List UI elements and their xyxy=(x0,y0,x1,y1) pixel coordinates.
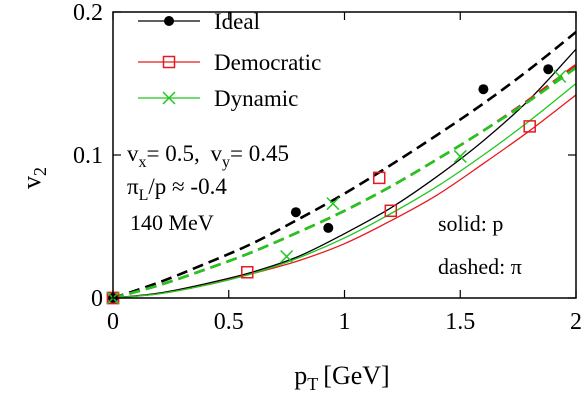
legend-label-dynamic: Dynamic xyxy=(214,86,298,111)
legend: Ideal Democratic Dynamic xyxy=(138,9,321,111)
x-axis-title: pT [GeV] xyxy=(294,361,389,394)
plot-frame xyxy=(112,11,577,299)
series-1-point-3 xyxy=(523,120,536,133)
legend-marker-0 xyxy=(164,16,174,26)
y-tick-label-1: 0.1 xyxy=(73,143,103,169)
y-axis-title-sub: 2 xyxy=(30,167,50,176)
annotation-pi-main: π xyxy=(127,174,139,199)
annotation-pressure-ratio: πL/p ≈ -0.4 xyxy=(127,174,227,204)
series-5-point-1 xyxy=(326,197,340,211)
series-2-point-1 xyxy=(280,249,294,264)
series-2-point-2-b xyxy=(453,149,467,163)
legend-marker-1 xyxy=(162,55,176,69)
annotation-vx-main: v xyxy=(127,141,139,166)
legend-marker-2-b xyxy=(162,91,176,105)
series-4-point-1 xyxy=(372,171,386,185)
series-2-point-2 xyxy=(453,149,467,163)
annotation-vx-sub: x xyxy=(139,154,147,171)
annotation-dashed-key: dashed: π xyxy=(438,254,522,279)
y-axis-title-main: v xyxy=(17,176,46,189)
annotation-vy-main: v xyxy=(210,141,222,166)
annotation-vy-rest: = 0.45 xyxy=(230,141,289,166)
legend-label-ideal: Ideal xyxy=(214,9,260,34)
y-axis-title: v2 xyxy=(17,167,50,189)
x-tick-label-1: 0.5 xyxy=(214,309,244,335)
legend-keys xyxy=(138,16,200,105)
series-5-point-2 xyxy=(553,69,567,83)
series-0-point-3 xyxy=(543,64,554,75)
series-curves xyxy=(112,31,577,300)
series-0-point-1 xyxy=(323,222,334,233)
x-tick-label-2: 1 xyxy=(339,309,351,335)
y-tick-label-2: 0.2 xyxy=(73,0,103,26)
series-0-point-2 xyxy=(478,84,489,95)
legend-label-democratic: Democratic xyxy=(214,50,321,75)
annotation-pi-sub: L xyxy=(139,187,149,204)
annotation-solid-key: solid: p xyxy=(438,211,503,236)
series-5-point-1-b xyxy=(326,197,340,211)
series-5-point-2-b xyxy=(553,69,567,83)
annotation-temperature: 140 MeV xyxy=(130,210,214,235)
series-line-0 xyxy=(112,48,577,299)
series-1-point-1 xyxy=(241,266,254,279)
series-1-point-2 xyxy=(384,204,398,218)
x-tick-label-3: 1.5 xyxy=(445,309,475,335)
series-2-point-1-b xyxy=(280,249,294,264)
annotation-velocities: vx= 0.5, vy= 0.45 xyxy=(127,141,289,171)
x-tick-label-0: 0 xyxy=(107,309,119,335)
tick-labels: 0 0.5 1 1.5 2 0 0.1 0.2 xyxy=(73,0,582,335)
series-line-5 xyxy=(112,66,577,300)
x-axis-title-main: p xyxy=(294,361,307,390)
x-tick-label-4: 2 xyxy=(570,309,582,335)
y-tick-label-0: 0 xyxy=(91,286,103,312)
annotation-vy-sub: y xyxy=(222,154,230,171)
legend-marker-2 xyxy=(162,91,176,105)
annotation-vx-rest: = 0.5, xyxy=(147,141,206,166)
series-3-point-1 xyxy=(290,207,301,218)
series-line-2 xyxy=(112,82,577,299)
x-axis-title-unit: [GeV] xyxy=(323,361,389,390)
annotation-pi-rest: /p ≈ -0.4 xyxy=(148,174,227,199)
x-axis-title-sub: T xyxy=(307,374,318,394)
